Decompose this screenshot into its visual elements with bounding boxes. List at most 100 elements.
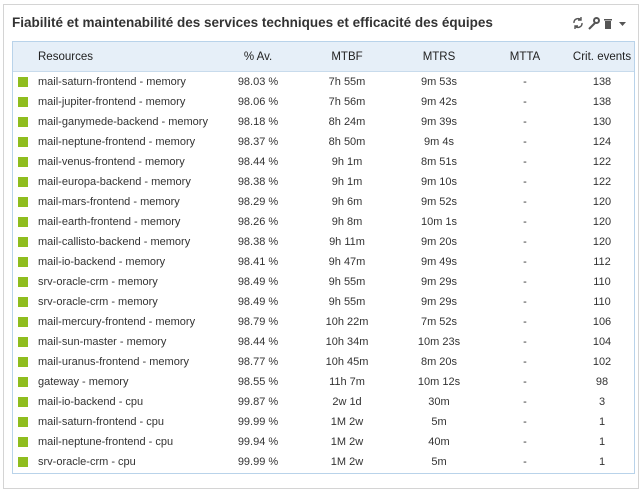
table-cell: 120 xyxy=(592,196,612,208)
table-cell: 98.37 % xyxy=(237,136,279,148)
table-cell: 8h 24m xyxy=(328,116,366,128)
table-cell: 30m xyxy=(428,396,450,408)
table-cell: 40m xyxy=(428,436,450,448)
table-header xyxy=(13,42,634,72)
table-cell: 9m 29s xyxy=(420,276,458,288)
table: Resources % Av. MTBF MTRS MTTA Crit. events ma… xyxy=(12,41,635,474)
column-header: % Av. xyxy=(243,51,273,63)
table-cell: 9h 11m xyxy=(329,236,365,248)
table-cell: 98.79 % xyxy=(237,316,279,328)
status-indicator xyxy=(18,317,28,327)
table-cell: 138 xyxy=(592,76,612,88)
table-cell: - xyxy=(523,416,527,428)
table-cell: 9h 6m xyxy=(331,196,363,208)
resource-name: srv-oracle-crm - cpu xyxy=(38,456,136,468)
status-indicator xyxy=(18,337,28,347)
status-indicator xyxy=(18,77,28,87)
table-cell: 10m 23s xyxy=(417,336,461,348)
status-indicator xyxy=(18,357,28,367)
table-cell: 130 xyxy=(592,116,612,128)
table-cell: 98.49 % xyxy=(237,276,279,288)
table-cell: 122 xyxy=(592,156,612,168)
table-cell: 99.99 % xyxy=(237,456,279,468)
status-indicator xyxy=(18,117,28,127)
status-indicator xyxy=(18,237,28,247)
table-cell: 9m 52s xyxy=(420,196,458,208)
resource-name: mail-venus-frontend - memory xyxy=(38,156,185,168)
table-cell: - xyxy=(523,96,527,108)
table-cell: - xyxy=(523,316,527,328)
table-cell: - xyxy=(523,436,527,448)
table-cell: 98.03 % xyxy=(237,76,279,88)
table-cell: 1M 2w xyxy=(330,436,364,448)
table-cell: - xyxy=(523,156,527,168)
table-cell: 8m 20s xyxy=(420,356,458,368)
status-indicator xyxy=(18,397,28,407)
table-cell: 10m 12s xyxy=(417,376,461,388)
resource-name: mail-ganymede-backend - memory xyxy=(38,116,208,128)
status-indicator xyxy=(18,97,28,107)
column-header: Crit. events xyxy=(572,51,632,63)
table-cell: 110 xyxy=(593,296,611,308)
table-cell: 1 xyxy=(598,456,606,468)
table-cell: 99.87 % xyxy=(237,396,279,408)
table-cell: 9h 55m xyxy=(328,276,366,288)
column-header: MTTA xyxy=(509,51,541,63)
table-cell: 9m 39s xyxy=(420,116,458,128)
table-cell: - xyxy=(523,376,527,388)
table-cell: 120 xyxy=(592,216,612,228)
resource-name: srv-oracle-crm - memory xyxy=(38,276,158,288)
table-cell: 98.49 % xyxy=(237,296,279,308)
status-indicator xyxy=(18,137,28,147)
delete-icon[interactable] xyxy=(604,19,612,29)
table-cell: 120 xyxy=(592,236,612,248)
table-cell: 122 xyxy=(592,176,612,188)
table-cell: 10h 45m xyxy=(325,356,369,368)
resource-name: mail-io-backend - memory xyxy=(38,256,166,268)
table-cell: 138 xyxy=(592,96,612,108)
column-header: MTRS xyxy=(422,51,456,63)
table-cell: 98.26 % xyxy=(237,216,279,228)
status-indicator xyxy=(18,437,28,447)
table-cell: 9h 55m xyxy=(328,296,366,308)
table-cell: 5m xyxy=(431,456,447,468)
table-cell: 98.41 % xyxy=(237,256,279,268)
table-cell: 98.38 % xyxy=(237,176,279,188)
table-cell: 98.06 % xyxy=(237,96,279,108)
table-cell: 99.99 % xyxy=(237,416,279,428)
status-indicator xyxy=(18,377,28,387)
table-cell: 9h 8m xyxy=(331,216,363,228)
table-cell: 7h 56m xyxy=(328,96,366,108)
status-indicator xyxy=(18,457,28,467)
resource-name: mail-mercury-frontend - memory xyxy=(38,316,196,328)
resource-name: mail-mars-frontend - memory xyxy=(38,196,180,208)
table-cell: 1M 2w xyxy=(330,456,364,468)
table-cell: 9h 47m xyxy=(328,256,366,268)
resource-name: mail-io-backend - cpu xyxy=(38,396,144,408)
table-cell: - xyxy=(523,196,527,208)
resource-name: mail-earth-frontend - memory xyxy=(38,216,181,228)
status-indicator xyxy=(18,297,28,307)
status-indicator xyxy=(18,217,28,227)
status-indicator xyxy=(18,257,28,267)
resource-name: mail-europa-backend - memory xyxy=(38,176,191,188)
column-header: Resources xyxy=(38,51,93,63)
table-cell: 11h 7m xyxy=(329,376,365,388)
settings-icon[interactable] xyxy=(588,17,600,30)
table-cell: 98.18 % xyxy=(237,116,279,128)
widget-title: Fiabilité et maintenabilité des services… xyxy=(12,15,493,30)
table-cell: 110 xyxy=(593,276,611,288)
table-cell: 9h 1m xyxy=(331,156,363,168)
table-cell: 1 xyxy=(598,436,606,448)
refresh-icon[interactable] xyxy=(573,17,583,29)
table-cell: 112 xyxy=(593,256,611,268)
table-cell: - xyxy=(523,176,527,188)
table-cell: 10m 1s xyxy=(420,216,458,228)
table-cell: 9h 1m xyxy=(331,176,363,188)
menu-icon[interactable] xyxy=(619,22,626,26)
table-cell: 106 xyxy=(592,316,612,328)
table-cell: 9m 29s xyxy=(420,296,458,308)
table-cell: - xyxy=(523,116,527,128)
status-indicator xyxy=(18,277,28,287)
widget-toolbar xyxy=(573,17,626,30)
